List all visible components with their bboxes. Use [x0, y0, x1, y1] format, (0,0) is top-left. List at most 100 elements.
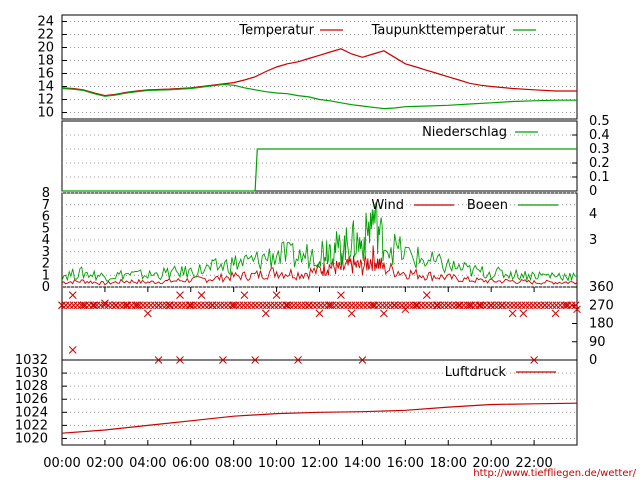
scatter-point — [58, 301, 66, 310]
scatter-point — [286, 301, 294, 310]
scatter-point — [562, 301, 571, 310]
scatter-point — [96, 301, 105, 310]
scatter-point — [181, 301, 190, 310]
legend-label: Niederschlag — [422, 125, 507, 140]
x-tick-label: 08:00 — [215, 456, 252, 471]
scatter-point — [530, 356, 538, 364]
scatter-point — [479, 301, 487, 310]
series-line — [61, 83, 577, 110]
scatter-point — [297, 301, 306, 310]
scatter-point — [313, 301, 321, 310]
panel-frame — [61, 120, 578, 192]
y-tick-label-right: 270 — [589, 298, 614, 313]
scatter-point — [347, 309, 356, 318]
legend-label: Temperatur — [238, 23, 314, 38]
scatter-point — [540, 301, 549, 310]
scatter-point — [556, 301, 565, 310]
scatter-point — [197, 291, 206, 299]
scatter-point — [92, 301, 101, 310]
scatter-point — [119, 301, 128, 310]
scatter-point — [201, 301, 209, 310]
legend-label: Luftdruck — [445, 365, 507, 380]
y-tick-label-right: 3 — [589, 233, 597, 248]
scatter-point — [324, 301, 333, 310]
scatter-point — [510, 301, 518, 310]
scatter-point — [68, 291, 77, 299]
y-tick-label: 18 — [37, 54, 54, 69]
scatter-point — [551, 309, 560, 318]
scatter-point — [270, 301, 279, 310]
scatter-point — [432, 301, 441, 310]
scatter-point — [239, 301, 248, 310]
scatter-point — [231, 301, 240, 310]
scatter-point — [154, 356, 163, 364]
scatter-point — [494, 301, 503, 310]
y-tick-label: 3 — [42, 245, 50, 260]
scatter-point — [282, 301, 290, 310]
scatter-point — [89, 301, 97, 310]
scatter-point — [127, 301, 136, 310]
scatter-point — [143, 309, 152, 318]
scatter-point — [294, 356, 302, 364]
y-tick-label-right: 360 — [589, 280, 614, 295]
scatter-point — [544, 301, 553, 310]
scatter-point — [185, 301, 194, 310]
scatter-point — [421, 301, 429, 310]
scatter-point — [166, 301, 175, 310]
scatter-point — [189, 301, 198, 310]
scatter-point — [316, 301, 325, 310]
y-tick-label: 1 — [42, 268, 50, 283]
scatter-point — [382, 301, 391, 310]
scatter-point — [212, 301, 221, 310]
scatter-point — [336, 301, 344, 310]
x-tick-label: 14:00 — [344, 456, 381, 471]
scatter-point — [440, 301, 449, 310]
scatter-point — [320, 301, 329, 310]
scatter-point — [413, 301, 422, 310]
scatter-point — [552, 301, 561, 310]
y-tick-label: 10 — [37, 106, 54, 121]
scatter-point — [240, 291, 249, 299]
scatter-point — [133, 301, 141, 310]
y-tick-label: 6 — [42, 210, 50, 225]
scatter-point — [444, 301, 453, 310]
x-tick-label: 04:00 — [129, 456, 166, 471]
scatter-point — [513, 301, 522, 310]
scatter-point — [517, 301, 526, 310]
scatter-point — [533, 301, 541, 310]
scatter-point — [158, 301, 167, 310]
legend-label: Wind — [371, 198, 404, 213]
legend-label: Boeen — [467, 198, 508, 213]
scatter-point — [208, 301, 217, 310]
scatter-point — [436, 301, 445, 310]
y-tick-label-right: 4 — [589, 207, 597, 222]
scatter-point — [65, 301, 74, 310]
scatter-point — [262, 301, 271, 310]
scatter-point — [374, 301, 383, 310]
scatter-point — [146, 301, 155, 310]
scatter-point — [176, 291, 184, 299]
scatter-point — [452, 301, 460, 310]
scatter-point — [228, 301, 236, 310]
scatter-point — [79, 301, 88, 310]
scatter-point — [197, 301, 205, 310]
y-tick-label: 22 — [37, 28, 54, 43]
scatter-point — [328, 301, 337, 310]
x-tick-label: 18:00 — [430, 456, 467, 471]
scatter-point — [571, 301, 580, 310]
y-tick-label-right: 0.2 — [589, 156, 610, 171]
scatter-point — [386, 301, 395, 310]
y-tick-label-right: 0 — [589, 184, 597, 199]
scatter-point — [337, 291, 345, 299]
scatter-point — [425, 301, 433, 310]
y-tick-label: 1020 — [15, 431, 48, 446]
scatter-point — [548, 301, 557, 310]
y-tick-label: 1028 — [15, 379, 48, 394]
series-line — [62, 148, 577, 192]
scatter-point — [471, 301, 480, 310]
y-tick-label: 0 — [42, 280, 50, 295]
scatter-point — [251, 301, 259, 310]
x-tick-label: 16:00 — [387, 456, 424, 471]
y-tick-label: 5 — [42, 221, 50, 236]
